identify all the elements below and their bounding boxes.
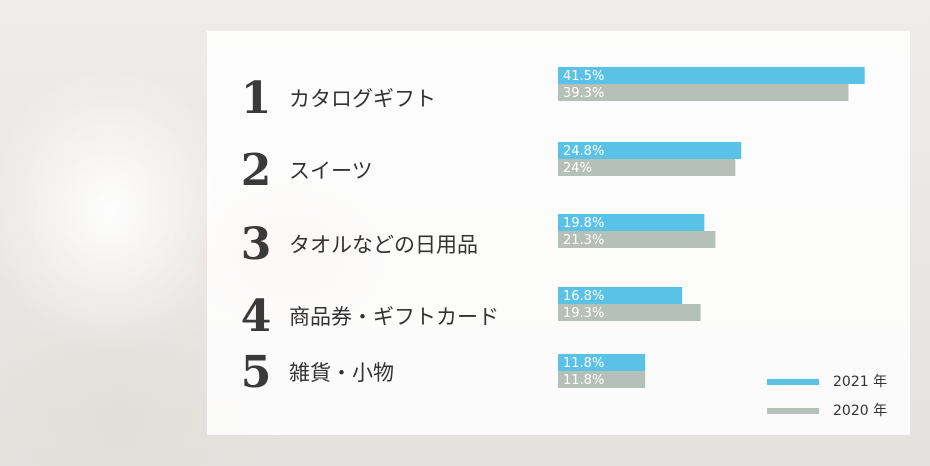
legend-label: 2020 年 bbox=[833, 403, 888, 419]
category-label: タオルなどの日用品 bbox=[289, 233, 478, 257]
category-label: カタログギフト bbox=[289, 87, 436, 111]
bar-value-label: 19.3% bbox=[563, 306, 604, 321]
bar-2020-5 bbox=[558, 371, 646, 388]
bar-2021-5 bbox=[558, 354, 646, 371]
bar-value-label: 11.8% bbox=[563, 356, 604, 371]
rank-number: 1 bbox=[240, 73, 272, 124]
legend-item-2020: 2020 年 bbox=[767, 401, 907, 421]
legend-item-2021: 2021 年 bbox=[767, 372, 907, 392]
rank-number: 2 bbox=[240, 145, 272, 196]
bar-value-label: 16.8% bbox=[563, 289, 604, 304]
legend-swatch bbox=[767, 408, 819, 414]
bar-value-label: 24.8% bbox=[563, 144, 604, 159]
bar-value-label: 39.3% bbox=[563, 86, 604, 101]
bar-value-label: 24% bbox=[563, 161, 592, 176]
bar-2020-3 bbox=[558, 231, 716, 248]
bar-2021-1 bbox=[558, 67, 865, 84]
bar-value-label: 11.8% bbox=[563, 373, 604, 388]
rank-number: 3 bbox=[240, 219, 272, 270]
rank-number: 4 bbox=[240, 291, 272, 342]
category-label: 雑貨・小物 bbox=[289, 361, 394, 385]
legend-swatch bbox=[767, 379, 819, 385]
bar-2020-2 bbox=[558, 159, 736, 176]
bar-2021-3 bbox=[558, 214, 705, 231]
ranking-panel: 1 カタログギフト 2 スイーツ 3 タオルなどの日用品 4 商品券・ギフトカー… bbox=[207, 31, 910, 435]
bar-value-label: 41.5% bbox=[563, 69, 604, 84]
bar-2020-1 bbox=[558, 84, 849, 101]
bar-2021-4 bbox=[558, 287, 683, 304]
legend-label: 2021 年 bbox=[833, 374, 888, 390]
bar-value-label: 21.3% bbox=[563, 233, 604, 248]
bar-chart: 41.5% 24.8% 19.8% 16.8% 11.8% 39.3% 24% 21.3% 19… bbox=[558, 67, 865, 388]
category-label: 商品券・ギフトカード bbox=[289, 305, 499, 329]
bar-2020-4 bbox=[558, 304, 701, 321]
category-label: スイーツ bbox=[289, 159, 373, 183]
bar-2021-2 bbox=[558, 142, 742, 159]
rank-number: 5 bbox=[240, 347, 272, 398]
bar-value-label: 19.8% bbox=[563, 216, 604, 231]
